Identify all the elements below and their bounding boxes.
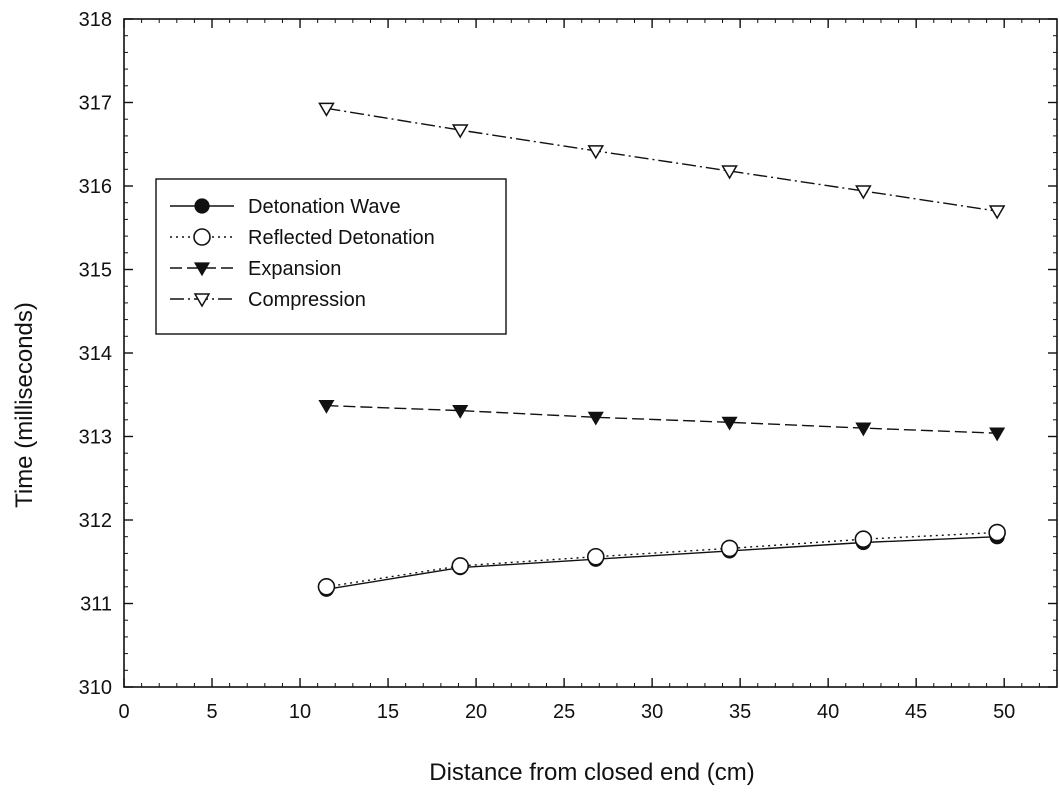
- plot-frame: [123, 18, 1058, 688]
- legend-marker: [193, 228, 211, 246]
- data-point: [988, 205, 1006, 220]
- x-tick-label: 50: [993, 701, 1015, 723]
- series-line: [326, 107, 998, 212]
- y-tick-label: 318: [79, 9, 112, 31]
- x-tick-label: 35: [729, 701, 751, 723]
- data-point: [720, 539, 739, 558]
- data-point: [989, 427, 1006, 442]
- data-point: [451, 124, 469, 139]
- data-point: [318, 400, 335, 414]
- y-axis-title: Time (milliseconds): [11, 302, 38, 508]
- x-tick-label: 45: [905, 701, 927, 723]
- data-point: [988, 523, 1006, 542]
- legend-label: Compression: [248, 289, 366, 311]
- y-tick-label: 317: [79, 93, 112, 115]
- series-line: [326, 536, 998, 590]
- y-tick-label: 310: [79, 677, 112, 699]
- data-point: [451, 557, 470, 575]
- y-tick-label: 314: [79, 343, 112, 365]
- series-1: [317, 523, 1006, 596]
- series-3: [318, 102, 1006, 220]
- data-point: [317, 577, 336, 596]
- y-tick-label: 313: [79, 427, 112, 449]
- y-tick-label: 315: [79, 260, 112, 282]
- data-point: [854, 530, 873, 549]
- x-tick-label: 20: [465, 701, 487, 723]
- legend: Detonation Wave Reflected Detonation Expan…: [155, 178, 507, 335]
- legend-label: Reflected Detonation: [248, 227, 435, 249]
- legend-marker: [193, 293, 211, 308]
- data-point: [721, 165, 738, 180]
- y-tick-label: 311: [80, 594, 112, 616]
- x-axis-title: Distance from closed end (cm): [429, 759, 754, 786]
- x-tick-label: 15: [377, 701, 399, 723]
- legend-label: Detonation Wave: [248, 196, 401, 218]
- y-tick-label: 312: [79, 510, 112, 532]
- series-layer: [317, 102, 1006, 597]
- legend-marker: [194, 198, 210, 214]
- legend-label: Expansion: [248, 258, 341, 280]
- series-line: [326, 404, 998, 434]
- x-tick-label: 30: [641, 701, 663, 723]
- data-point: [721, 416, 738, 431]
- data-point: [586, 547, 605, 566]
- data-point: [587, 411, 604, 426]
- legend-box: [155, 178, 507, 335]
- y-tick-label: 316: [79, 176, 112, 198]
- series-0: [318, 529, 1005, 597]
- x-tick-label: 0: [118, 701, 129, 723]
- x-tick-label: 5: [206, 701, 217, 723]
- legend-marker: [193, 262, 211, 277]
- x-tick-label: 40: [817, 701, 839, 723]
- data-point: [855, 185, 872, 200]
- x-tick-label: 25: [553, 701, 575, 723]
- data-point: [855, 422, 872, 437]
- axis-labels: Distance from closed end (cm) Time (mill…: [11, 302, 755, 786]
- data-point: [318, 102, 335, 117]
- data-point: [587, 145, 605, 160]
- series-2: [318, 400, 1006, 442]
- plot-area: 0 5 10 15 20 25 30 35 40 45 50 310 311 312 313 314 315 31…: [79, 9, 1058, 723]
- x-tick-label: 10: [289, 701, 311, 723]
- data-point: [452, 405, 469, 419]
